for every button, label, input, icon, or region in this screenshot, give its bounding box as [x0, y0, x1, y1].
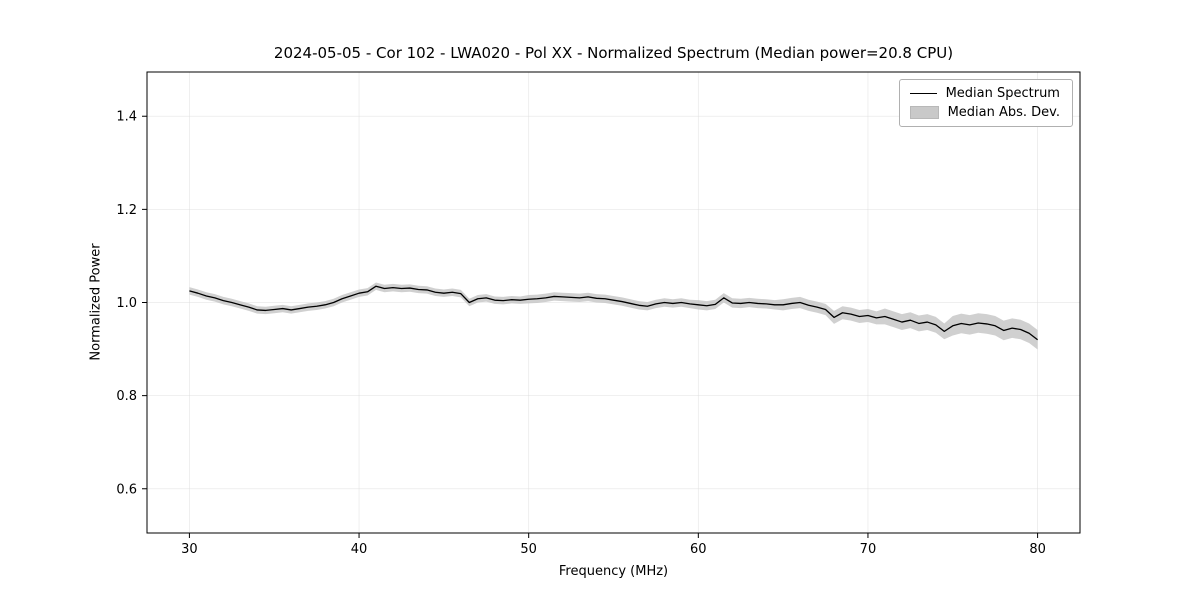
x-tick-label: 60 — [690, 542, 707, 557]
x-axis-label: Frequency (MHz) — [558, 564, 669, 579]
x-tick-label: 30 — [181, 542, 198, 557]
legend-item-median-abs-dev: Median Abs. Dev. — [909, 105, 1060, 120]
y-axis-label: Normalized Power — [88, 243, 104, 361]
median-line — [189, 285, 1038, 341]
y-tick-label: 1.4 — [116, 110, 137, 125]
legend-label: Median Abs. Dev. — [947, 105, 1060, 120]
x-tick-label: 50 — [520, 542, 537, 557]
band-swatch-icon — [909, 106, 939, 119]
y-tick-label: 1.0 — [116, 296, 137, 311]
y-tick-label: 0.6 — [116, 482, 137, 497]
legend: Median Spectrum Median Abs. Dev. — [898, 79, 1073, 127]
y-tick-label: 0.8 — [116, 389, 137, 404]
x-tick-label: 70 — [860, 542, 877, 557]
x-tick-label: 80 — [1029, 542, 1046, 557]
y-tick-label: 1.2 — [116, 203, 137, 218]
chart-title: 2024-05-05 - Cor 102 - LWA020 - Pol XX -… — [273, 44, 954, 62]
legend-item-median-spectrum: Median Spectrum — [909, 86, 1060, 101]
legend-label: Median Spectrum — [945, 86, 1060, 101]
x-tick-label: 40 — [351, 542, 368, 557]
mad-band — [189, 282, 1038, 350]
line-swatch-icon — [909, 93, 937, 94]
